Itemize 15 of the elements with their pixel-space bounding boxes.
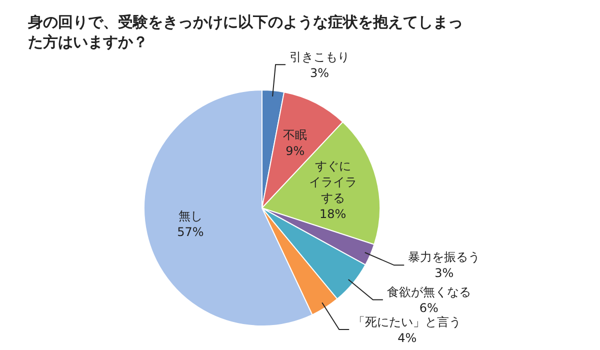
data-label: 3% [434,265,455,282]
slice-label: 「死にたい」と言う [353,314,462,330]
slice-label: 不眠 [283,126,308,143]
slice-label: すぐにイライラする [308,158,357,206]
slice-label: 暴力を振るう [408,249,480,266]
data-label: 9% [284,142,306,159]
data-label: 6% [418,300,440,316]
data-label: 4% [396,330,418,346]
slice-label: 無し [177,208,204,224]
data-label: 3% [309,64,330,81]
slice-label: 引きこもり [290,48,350,65]
data-label: 57% [177,224,204,240]
data-label: 18% [318,206,348,222]
chart-title: 身の回りで、受験をきっかけに以下のような症状を抱えてしまった方はいますか？ [28,13,463,51]
slice-label: 食欲が無くなる [386,284,471,300]
